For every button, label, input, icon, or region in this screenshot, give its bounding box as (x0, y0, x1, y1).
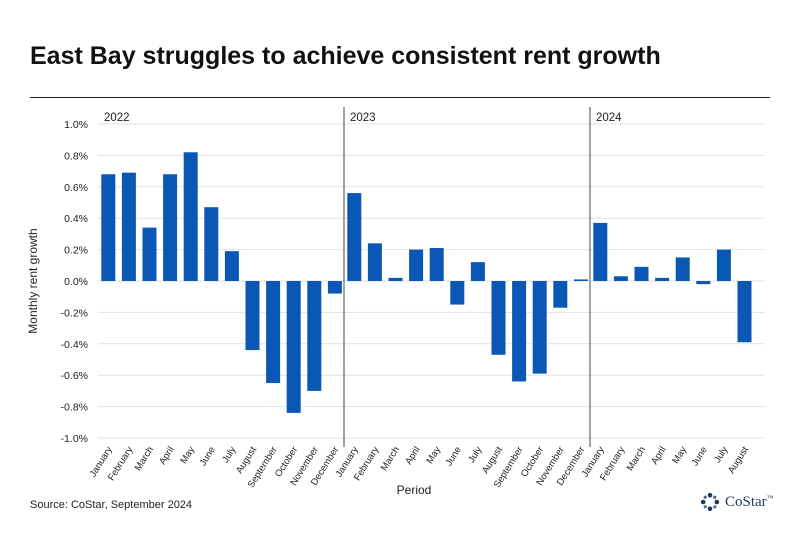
y-tick-label: -0.4% (61, 339, 88, 351)
y-tick-label: 0.0% (64, 276, 88, 288)
title-divider (30, 97, 770, 98)
costar-star-icon (700, 492, 720, 512)
year-label-2023: 2023 (350, 112, 376, 124)
y-tick-label: 0.4% (64, 213, 88, 225)
bar-2023-july (470, 262, 485, 281)
logo-wordmark: CoStar™ (725, 493, 774, 510)
x-tick-label: June (690, 445, 710, 468)
x-tick-label: May (424, 445, 443, 466)
chart-title: East Bay struggles to achieve consistent… (30, 42, 661, 70)
y-tick-label: -1.0% (61, 433, 88, 445)
y-tick-label: -0.8% (61, 402, 88, 414)
bar-2024-july (716, 249, 731, 281)
source-note: Source: CoStar, September 2024 (30, 499, 193, 511)
bar-2023-october (532, 281, 547, 374)
bar-2022-august (245, 281, 260, 351)
bar-2024-april (655, 277, 670, 281)
x-tick-label: July (466, 445, 484, 465)
bar-2023-january (347, 193, 362, 281)
bar-2022-september (266, 281, 281, 384)
bar-2022-december (327, 281, 342, 294)
x-tick-label: June (198, 445, 218, 468)
bar-2022-november (307, 281, 322, 391)
y-tick-label: -0.6% (61, 370, 88, 382)
x-tick-label: April (649, 445, 668, 467)
x-tick-label: April (403, 445, 422, 467)
year-label-2022: 2022 (104, 112, 130, 124)
bar-2024-june (696, 281, 711, 285)
bar-2023-april (409, 249, 424, 281)
x-tick-label: March (625, 445, 648, 473)
bar-2023-september (512, 281, 527, 382)
bar-2022-june (204, 207, 219, 281)
bar-2022-october (286, 281, 301, 413)
bar-2023-june (450, 281, 465, 305)
bar-2023-december (573, 279, 588, 281)
bar-2022-july (224, 251, 239, 281)
bar-2023-may (429, 248, 444, 281)
bar-2022-january (101, 174, 116, 281)
x-tick-label: May (670, 445, 689, 466)
x-tick-label: April (157, 445, 176, 467)
y-tick-label: -0.2% (61, 307, 88, 319)
y-tick-label: 1.0% (64, 119, 88, 131)
bar-2023-february (367, 243, 382, 281)
x-tick-label: March (133, 445, 156, 473)
bar-2024-march (634, 266, 649, 281)
x-tick-label: March (379, 445, 402, 473)
bar-2022-april (163, 174, 178, 281)
x-tick-label: August (726, 444, 751, 475)
y-axis-title: Monthly rent growth (26, 228, 40, 333)
y-tick-label: 0.2% (64, 245, 88, 257)
y-tick-label: 0.8% (64, 150, 88, 162)
x-tick-label: July (712, 445, 730, 465)
costar-logo: CoStar™ (700, 492, 774, 512)
x-tick-label: July (220, 445, 238, 465)
x-axis-title: Period (397, 483, 432, 497)
bar-2023-november (553, 281, 568, 308)
bar-2024-may (675, 257, 690, 281)
bar-2024-february (613, 276, 628, 281)
bar-2022-may (183, 152, 198, 281)
x-tick-label: June (444, 445, 464, 468)
year-label-2024: 2024 (596, 112, 622, 124)
bar-2024-august (737, 281, 752, 343)
bar-2023-march (388, 277, 403, 281)
bar-2022-march (142, 227, 157, 281)
bar-2024-january (593, 222, 608, 281)
x-tick-label: May (178, 445, 197, 466)
bar-2022-february (121, 172, 136, 281)
bar-2023-august (491, 281, 506, 355)
y-tick-label: 0.6% (64, 182, 88, 194)
